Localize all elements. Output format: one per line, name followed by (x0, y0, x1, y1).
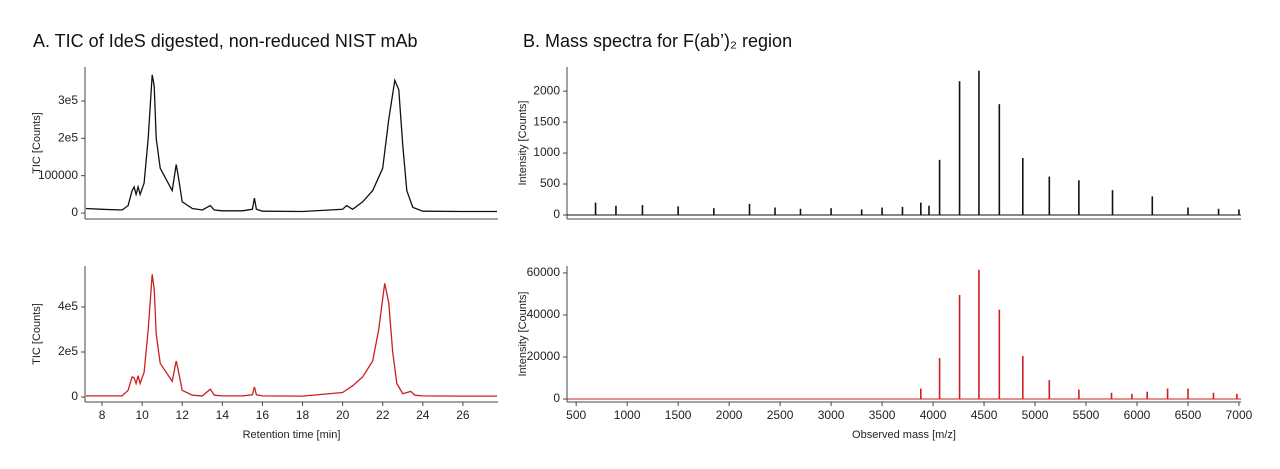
y-tick-label: 2e5 (58, 344, 78, 358)
x-tick-label: 24 (416, 408, 430, 422)
y-tick-label: 500 (540, 176, 560, 190)
x-tick-label: 1000 (614, 408, 641, 422)
x-tick-label: 22 (376, 408, 390, 422)
y-axis-label: TIC [Counts] (31, 303, 43, 365)
x-tick-label: 20 (336, 408, 350, 422)
tic-trace (85, 74, 497, 213)
y-tick-label: 0 (553, 391, 560, 405)
x-tick-label: 3500 (869, 408, 896, 422)
y-axis-label: Intensity [Counts] (517, 101, 529, 186)
y-tick-label: 0 (553, 207, 560, 221)
y-tick-label: 3e5 (58, 93, 78, 107)
x-tick-label: 3000 (818, 408, 845, 422)
x-tick-label: 4000 (920, 408, 947, 422)
x-tick-label: 500 (566, 408, 586, 422)
y-tick-label: 60000 (527, 265, 561, 279)
x-axis-label: Observed mass [m/z] (852, 429, 956, 441)
x-tick-label: 18 (296, 408, 310, 422)
y-axis-label: TIC [Counts] (31, 112, 43, 174)
x-axis-label: Retention time [min] (243, 429, 341, 441)
panel-title: B. Mass spectra for F(ab’)₂ region (523, 31, 792, 51)
x-tick-label: 2500 (767, 408, 794, 422)
x-tick-label: 6000 (1124, 408, 1151, 422)
x-tick-label: 12 (176, 408, 190, 422)
y-tick-label: 4e5 (58, 299, 78, 313)
y-tick-label: 1500 (533, 114, 560, 128)
x-tick-label: 7000 (1226, 408, 1253, 422)
x-tick-label: 1500 (665, 408, 692, 422)
x-tick-label: 26 (456, 408, 470, 422)
x-tick-label: 14 (216, 408, 230, 422)
y-tick-label: 1000 (533, 145, 560, 159)
y-tick-label: 100000 (38, 168, 78, 182)
x-tick-label: 2000 (716, 408, 743, 422)
x-tick-label: 8 (99, 408, 106, 422)
y-tick-label: 20000 (527, 349, 561, 363)
x-tick-label: 10 (135, 408, 149, 422)
y-tick-label: 0 (71, 205, 78, 219)
panel-title: A. TIC of IdeS digested, non-reduced NIS… (33, 31, 418, 51)
tic-trace (86, 274, 497, 397)
y-tick-label: 0 (71, 389, 78, 403)
y-tick-label: 2e5 (58, 131, 78, 145)
y-axis-label: Intensity [Counts] (517, 292, 529, 377)
x-tick-label: 16 (256, 408, 270, 422)
x-tick-label: 5000 (1022, 408, 1049, 422)
y-tick-label: 2000 (533, 83, 560, 97)
y-tick-label: 40000 (527, 307, 561, 321)
x-tick-label: 4500 (971, 408, 998, 422)
x-tick-label: 6500 (1175, 408, 1202, 422)
x-tick-label: 5500 (1073, 408, 1100, 422)
